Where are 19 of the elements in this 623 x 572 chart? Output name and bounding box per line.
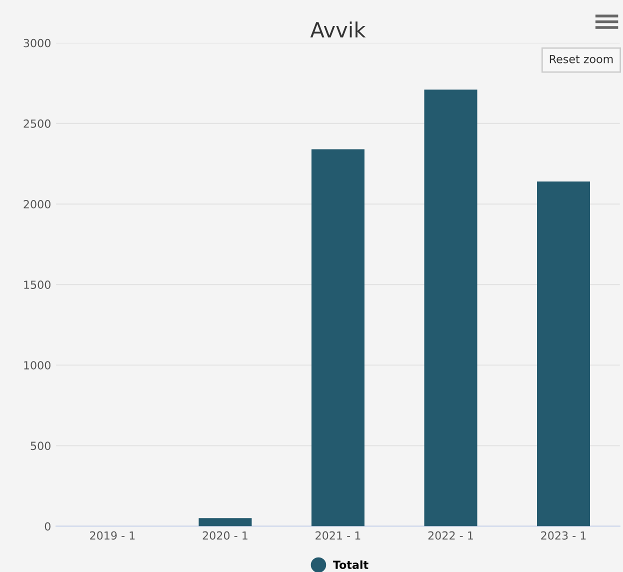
chart-title: Avvik — [310, 22, 366, 38]
x-tick-label: 2019 - 1 — [90, 531, 135, 540]
x-tick-label: 2020 - 1 — [202, 531, 248, 540]
y-tick-label: 1500 — [24, 280, 50, 289]
y-tick-label: 3000 — [24, 38, 50, 48]
x-tick-label: 2023 - 1 — [541, 531, 586, 540]
bar — [424, 90, 478, 526]
y-tick-label: 500 — [30, 442, 50, 450]
y-tick-label: 1000 — [24, 361, 50, 370]
bar — [537, 181, 590, 526]
y-tick-label: 0 — [44, 522, 50, 531]
x-tick-label: 2022 - 1 — [428, 531, 473, 540]
legend-label: Totalt — [332, 560, 368, 570]
annotation: Reset zoom — [550, 55, 613, 64]
y-tick-label: 2000 — [24, 200, 50, 208]
bar — [311, 149, 364, 526]
bar — [198, 518, 252, 526]
y-tick-label: 2500 — [24, 119, 50, 128]
x-tick-label: 2021 - 1 — [316, 531, 360, 540]
